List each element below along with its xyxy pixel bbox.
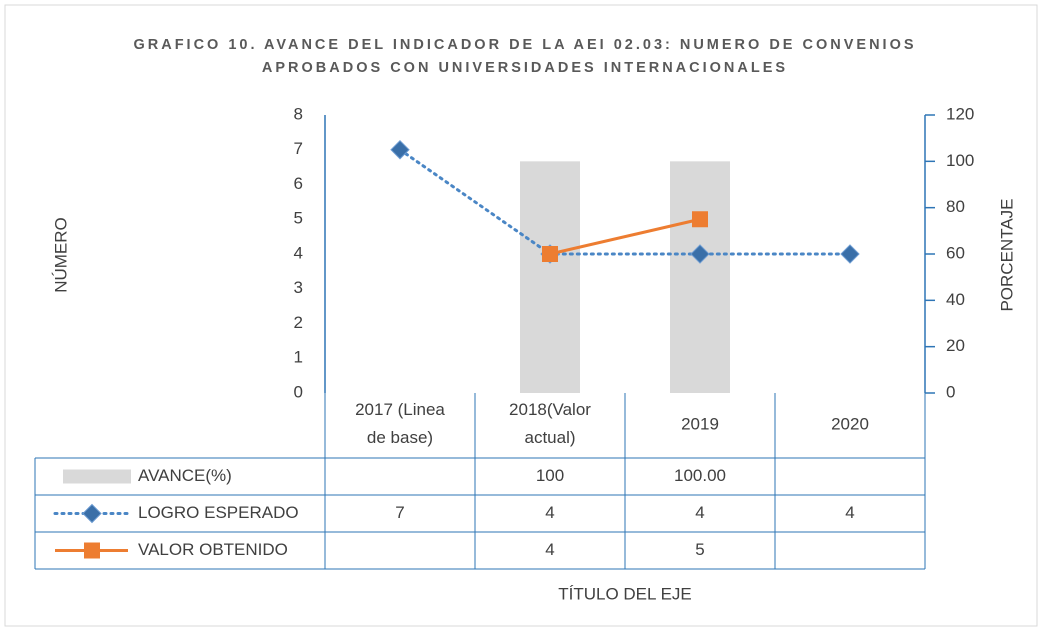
table-cell: 4	[545, 503, 554, 522]
y-tick-label: 6	[294, 174, 303, 193]
y2-tick-label: 0	[946, 382, 955, 401]
table-cell: 100.00	[674, 466, 726, 485]
bar	[520, 161, 580, 393]
legend-label: VALOR OBTENIDO	[138, 540, 288, 559]
y2-tick-label: 60	[946, 243, 965, 262]
x-tick-line: actual)	[524, 428, 575, 447]
marker-diamond	[690, 244, 710, 264]
x-tick-line: 2018(Valor	[509, 400, 591, 419]
table-cell: 100	[536, 466, 564, 485]
table-cell: 4	[695, 503, 704, 522]
y2-axis-title: PORCENTAJE	[997, 198, 1016, 311]
table-cell: 7	[395, 503, 404, 522]
series-line	[398, 148, 852, 256]
y-tick-label: 4	[294, 243, 303, 262]
y-tick-label: 8	[294, 104, 303, 123]
x-tick-line: 2017 (Linea	[355, 400, 445, 419]
y-tick-label: 0	[294, 382, 303, 401]
legend-marker	[82, 503, 102, 524]
x-tick-label: 2020	[831, 414, 869, 433]
frame-border	[4, 4, 1038, 627]
y-axis-title: NÚMERO	[51, 217, 70, 293]
y2-tick-label: 20	[946, 336, 965, 355]
legend-label: LOGRO ESPERADO	[138, 503, 299, 522]
legend-key	[63, 469, 131, 484]
table-cell: 4	[845, 503, 854, 522]
legend-marker	[84, 542, 100, 559]
y2-tick-label: 120	[946, 104, 974, 123]
chart-title: GRAFICO 10. AVANCE DEL INDICADOR DE LA A…	[133, 37, 917, 76]
bar	[670, 161, 730, 393]
x-tick-label: 2019	[681, 414, 719, 433]
y-tick-label: 1	[294, 348, 303, 367]
y-tick-label: 2	[294, 313, 303, 332]
marker-diamond	[840, 244, 860, 264]
y2-tick-label: 40	[946, 290, 965, 309]
y-tick-label: 5	[294, 209, 303, 228]
y-tick-label: 3	[294, 278, 303, 297]
table-cell: 4	[545, 540, 554, 559]
x-tick-line: de base)	[367, 428, 433, 447]
x-tick-label: 2017 (Linea de base)	[355, 400, 445, 447]
marker-diamond	[390, 140, 410, 160]
marker-square	[692, 211, 708, 228]
table-cell: 5	[695, 540, 704, 559]
x-axis-title: TÍTULO DEL EJE	[558, 584, 692, 603]
series-line	[549, 217, 701, 256]
legend-label: AVANCE(%)	[138, 466, 232, 485]
y-tick-label: 7	[294, 139, 303, 158]
marker-square	[542, 246, 558, 262]
x-tick-label: 2018(Valor actual)	[509, 400, 591, 447]
y2-tick-label: 100	[946, 151, 974, 170]
y2-tick-label: 80	[946, 197, 965, 216]
